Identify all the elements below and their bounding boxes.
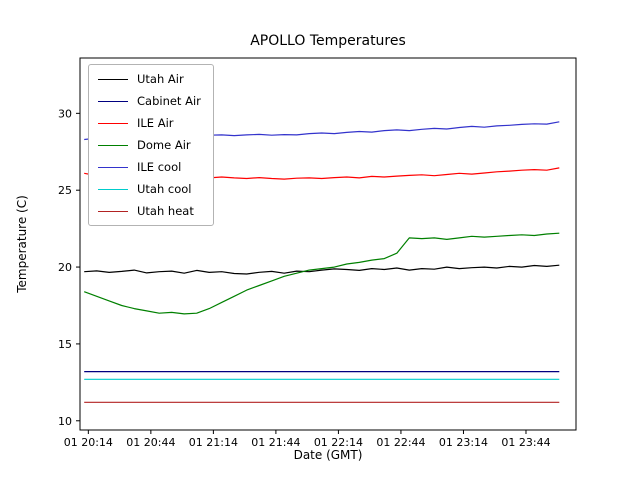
y-tick-label: 15: [58, 338, 72, 351]
legend: Utah Air Cabinet Air ILE Air Dome Air ILE co…: [88, 64, 214, 226]
legend-line-swatch: [98, 100, 128, 102]
x-tick-label: 01 21:44: [251, 436, 300, 449]
legend-item-cabinet-air: Cabinet Air: [98, 93, 201, 109]
y-tick-label: 10: [58, 415, 72, 428]
x-tick-label: 01 20:44: [126, 436, 175, 449]
legend-line-swatch: [98, 166, 128, 168]
x-tick-label: 01 22:14: [314, 436, 363, 449]
x-tick-label: 01 23:44: [501, 436, 550, 449]
legend-item-utah-cool: Utah cool: [98, 181, 201, 197]
x-axis-label: Date (GMT): [293, 448, 363, 462]
y-tick-label: 25: [58, 184, 72, 197]
legend-label: ILE cool: [137, 160, 182, 174]
y-tick-label: 20: [58, 261, 72, 274]
legend-line-swatch: [98, 188, 128, 190]
legend-line-swatch: [98, 210, 128, 212]
series-line-utah-air: [84, 264, 560, 275]
x-tick-label: 01 23:14: [439, 436, 488, 449]
legend-line-swatch: [98, 144, 128, 146]
axes-frame: [79, 57, 577, 431]
legend-label: ILE Air: [137, 116, 174, 130]
legend-item-utah-air: Utah Air: [98, 71, 201, 87]
legend-label: Utah cool: [137, 182, 192, 196]
legend-label: Utah heat: [137, 204, 194, 218]
legend-item-utah-heat: Utah heat: [98, 203, 201, 219]
legend-item-dome-air: Dome Air: [98, 137, 201, 153]
legend-label: Dome Air: [137, 138, 191, 152]
legend-item-ile-air: ILE Air: [98, 115, 201, 131]
chart-title: APOLLO Temperatures: [250, 33, 406, 49]
x-tick-label: 01 22:44: [376, 436, 425, 449]
legend-label: Cabinet Air: [137, 94, 201, 108]
y-tick-label: 30: [58, 107, 72, 120]
x-tick-label: 01 20:14: [64, 436, 113, 449]
legend-item-ile-cool: ILE cool: [98, 159, 201, 175]
legend-label: Utah Air: [137, 72, 184, 86]
legend-line-swatch: [98, 78, 128, 80]
x-tick-label: 01 21:14: [189, 436, 238, 449]
series-line-dome-air: [83, 232, 560, 315]
legend-line-swatch: [98, 122, 128, 124]
